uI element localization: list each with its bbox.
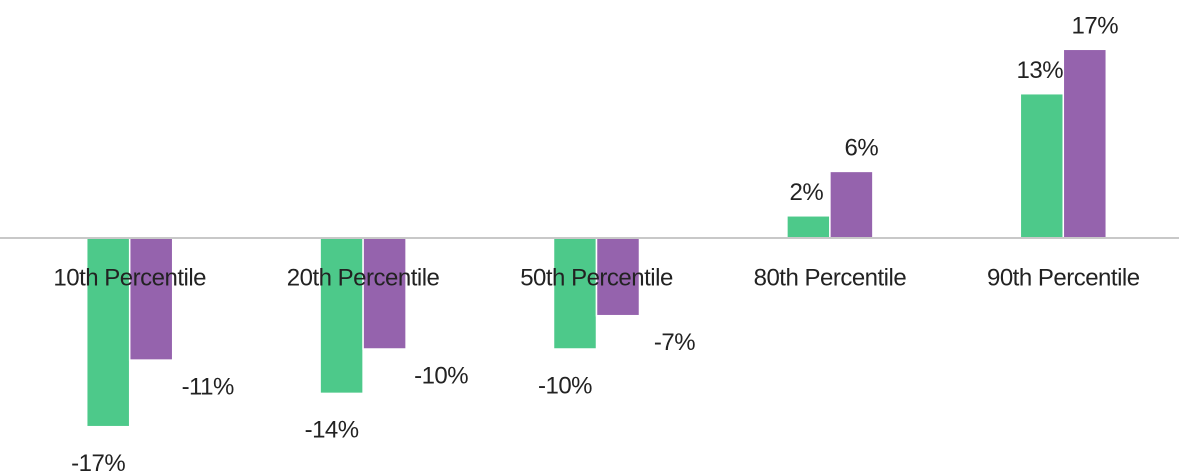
bar (85, 237, 131, 428)
data-label: -10% (538, 372, 592, 399)
data-label: -17% (71, 450, 125, 472)
bar (829, 170, 874, 239)
x-tick-label: 10th Percentile (53, 264, 206, 291)
bar (595, 237, 641, 317)
x-tick-label: 50th Percentile (520, 264, 673, 291)
data-label: -14% (305, 417, 359, 444)
x-tick-label: 80th Percentile (754, 264, 907, 291)
data-label: 17% (1072, 13, 1119, 40)
x-tick-label: 20th Percentile (287, 264, 440, 291)
data-label: 6% (845, 135, 879, 162)
data-label: -10% (414, 362, 468, 389)
bar (362, 237, 407, 350)
bar (128, 237, 174, 361)
bar (786, 215, 831, 239)
bar (319, 237, 364, 395)
bar (552, 237, 598, 350)
x-tick-label: 90th Percentile (987, 264, 1140, 291)
data-label: -11% (182, 373, 234, 400)
bar (1062, 48, 1108, 239)
data-label: -7% (654, 329, 695, 356)
data-label: 13% (1017, 57, 1064, 84)
bar (1019, 92, 1065, 239)
data-label: 2% (790, 179, 824, 206)
